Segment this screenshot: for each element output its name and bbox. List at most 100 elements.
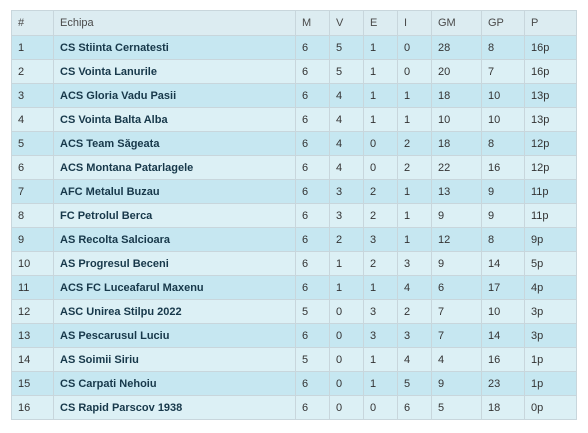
- table-row[interactable]: 10 AS Progresul Beceni 6 1 2 3 9 14 5p: [11, 251, 577, 276]
- team-cell[interactable]: FC Petrolul Berca: [53, 203, 296, 228]
- matches-cell: 6: [295, 131, 330, 156]
- goals-scored-cell: 18: [431, 83, 482, 108]
- table-row[interactable]: 6 ACS Montana Patarlagele 6 4 0 2 22 16 12p: [11, 155, 577, 180]
- wins-cell: 3: [329, 203, 364, 228]
- matches-cell: 6: [295, 227, 330, 252]
- points-cell: 9p: [524, 227, 577, 252]
- position-cell: 6: [11, 155, 54, 180]
- table-row[interactable]: 15 CS Carpati Nehoiu 6 0 1 5 9 23 1p: [11, 371, 577, 396]
- wins-cell: 4: [329, 131, 364, 156]
- losses-cell: 4: [397, 347, 432, 372]
- goals-conceded-cell: 18: [481, 395, 525, 420]
- column-header-goals-scored[interactable]: GM: [431, 10, 482, 36]
- standings-table: # Echipa M V E I GM GP P 1 CS Stiinta Cer…: [11, 10, 577, 420]
- team-cell[interactable]: ACS Team Săgeata: [53, 131, 296, 156]
- team-cell[interactable]: AS Pescarusul Luciu: [53, 323, 296, 348]
- table-row[interactable]: 7 AFC Metalul Buzau 6 3 2 1 13 9 11p: [11, 179, 577, 204]
- team-cell[interactable]: ASC Unirea Stilpu 2022: [53, 299, 296, 324]
- position-cell: 3: [11, 83, 54, 108]
- team-cell[interactable]: CS Vointa Balta Alba: [53, 107, 296, 132]
- goals-scored-cell: 20: [431, 59, 482, 84]
- team-cell[interactable]: ACS FC Luceafarul Maxenu: [53, 275, 296, 300]
- table-row[interactable]: 4 CS Vointa Balta Alba 6 4 1 1 10 10 13p: [11, 107, 577, 132]
- draws-cell: 2: [363, 203, 398, 228]
- column-header-draws[interactable]: E: [363, 10, 398, 36]
- goals-scored-cell: 10: [431, 107, 482, 132]
- matches-cell: 6: [295, 395, 330, 420]
- column-header-team[interactable]: Echipa: [53, 10, 296, 36]
- goals-scored-cell: 18: [431, 131, 482, 156]
- team-cell[interactable]: CS Stiinta Cernatesti: [53, 35, 296, 60]
- points-cell: 3p: [524, 299, 577, 324]
- draws-cell: 1: [363, 275, 398, 300]
- table-row[interactable]: 2 CS Vointa Lanurile 6 5 1 0 20 7 16p: [11, 59, 577, 84]
- column-header-points[interactable]: P: [524, 10, 577, 36]
- team-cell[interactable]: AFC Metalul Buzau: [53, 179, 296, 204]
- wins-cell: 0: [329, 371, 364, 396]
- losses-cell: 2: [397, 131, 432, 156]
- goals-scored-cell: 12: [431, 227, 482, 252]
- position-cell: 15: [11, 371, 54, 396]
- table-row[interactable]: 9 AS Recolta Salcioara 6 2 3 1 12 8 9p: [11, 227, 577, 252]
- goals-conceded-cell: 16: [481, 347, 525, 372]
- wins-cell: 1: [329, 251, 364, 276]
- standings-body: 1 CS Stiinta Cernatesti 6 5 1 0 28 8 16p 2 CS Voin…: [11, 35, 577, 420]
- team-cell[interactable]: CS Rapid Parscov 1938: [53, 395, 296, 420]
- losses-cell: 4: [397, 275, 432, 300]
- table-row[interactable]: 11 ACS FC Luceafarul Maxenu 6 1 1 4 6 17 4p: [11, 275, 577, 300]
- points-cell: 12p: [524, 131, 577, 156]
- goals-conceded-cell: 23: [481, 371, 525, 396]
- column-header-position[interactable]: #: [11, 10, 54, 36]
- team-cell[interactable]: AS Recolta Salcioara: [53, 227, 296, 252]
- position-cell: 14: [11, 347, 54, 372]
- position-cell: 10: [11, 251, 54, 276]
- goals-conceded-cell: 14: [481, 323, 525, 348]
- draws-cell: 1: [363, 59, 398, 84]
- goals-scored-cell: 28: [431, 35, 482, 60]
- points-cell: 13p: [524, 107, 577, 132]
- table-row[interactable]: 5 ACS Team Săgeata 6 4 0 2 18 8 12p: [11, 131, 577, 156]
- column-header-wins[interactable]: V: [329, 10, 364, 36]
- column-header-goals-conceded[interactable]: GP: [481, 10, 525, 36]
- losses-cell: 1: [397, 83, 432, 108]
- wins-cell: 3: [329, 179, 364, 204]
- team-cell[interactable]: AS Progresul Beceni: [53, 251, 296, 276]
- table-row[interactable]: 14 AS Soimii Siriu 5 0 1 4 4 16 1p: [11, 347, 577, 372]
- team-cell[interactable]: ACS Montana Patarlagele: [53, 155, 296, 180]
- position-cell: 13: [11, 323, 54, 348]
- matches-cell: 6: [295, 179, 330, 204]
- column-header-losses[interactable]: I: [397, 10, 432, 36]
- losses-cell: 2: [397, 299, 432, 324]
- matches-cell: 6: [295, 275, 330, 300]
- goals-conceded-cell: 8: [481, 227, 525, 252]
- table-row[interactable]: 13 AS Pescarusul Luciu 6 0 3 3 7 14 3p: [11, 323, 577, 348]
- goals-conceded-cell: 10: [481, 107, 525, 132]
- wins-cell: 4: [329, 155, 364, 180]
- team-cell[interactable]: ACS Gloria Vadu Pasii: [53, 83, 296, 108]
- wins-cell: 1: [329, 275, 364, 300]
- draws-cell: 1: [363, 347, 398, 372]
- position-cell: 5: [11, 131, 54, 156]
- draws-cell: 3: [363, 299, 398, 324]
- team-cell[interactable]: AS Soimii Siriu: [53, 347, 296, 372]
- table-row[interactable]: 3 ACS Gloria Vadu Pasii 6 4 1 1 18 10 13p: [11, 83, 577, 108]
- position-cell: 7: [11, 179, 54, 204]
- position-cell: 2: [11, 59, 54, 84]
- table-row[interactable]: 1 CS Stiinta Cernatesti 6 5 1 0 28 8 16p: [11, 35, 577, 60]
- goals-conceded-cell: 8: [481, 131, 525, 156]
- points-cell: 1p: [524, 371, 577, 396]
- table-row[interactable]: 16 CS Rapid Parscov 1938 6 0 0 6 5 18 0p: [11, 395, 577, 420]
- table-row[interactable]: 8 FC Petrolul Berca 6 3 2 1 9 9 11p: [11, 203, 577, 228]
- losses-cell: 1: [397, 227, 432, 252]
- draws-cell: 3: [363, 227, 398, 252]
- matches-cell: 5: [295, 347, 330, 372]
- team-cell[interactable]: CS Carpati Nehoiu: [53, 371, 296, 396]
- draws-cell: 2: [363, 179, 398, 204]
- wins-cell: 4: [329, 83, 364, 108]
- column-header-matches[interactable]: M: [295, 10, 330, 36]
- losses-cell: 0: [397, 59, 432, 84]
- goals-scored-cell: 7: [431, 323, 482, 348]
- team-cell[interactable]: CS Vointa Lanurile: [53, 59, 296, 84]
- points-cell: 4p: [524, 275, 577, 300]
- table-row[interactable]: 12 ASC Unirea Stilpu 2022 5 0 3 2 7 10 3p: [11, 299, 577, 324]
